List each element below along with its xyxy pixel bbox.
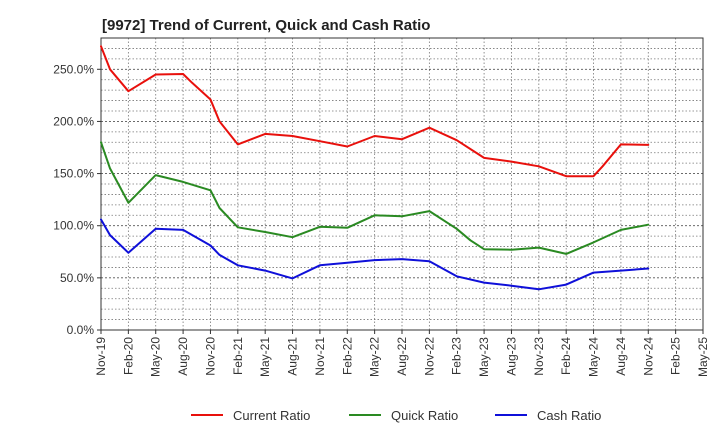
x-tick-label: May-20 [149, 337, 163, 377]
y-tick-label: 0.0% [67, 323, 95, 337]
legend-label-current-ratio: Current Ratio [233, 408, 310, 423]
x-tick-label: Aug-20 [176, 337, 190, 376]
x-tick-label: Feb-25 [669, 337, 683, 375]
series-lines [100, 45, 650, 291]
y-tick-label: 100.0% [53, 219, 94, 233]
x-tick-label: Aug-23 [504, 337, 518, 376]
legend: Current Ratio Quick Ratio Cash Ratio [191, 408, 601, 423]
chart-title: [9972] Trend of Current, Quick and Cash … [102, 17, 430, 34]
x-tick-label: Feb-20 [121, 337, 135, 375]
x-tick-label: Feb-24 [559, 337, 573, 375]
x-tick-label: Nov-21 [313, 337, 327, 376]
x-tick-label: Nov-22 [422, 337, 436, 376]
x-tick-label: Nov-20 [203, 337, 217, 376]
legend-label-quick-ratio: Quick Ratio [391, 408, 458, 423]
legend-label-cash-ratio: Cash Ratio [537, 408, 601, 423]
y-tick-label: 50.0% [60, 271, 94, 285]
x-axis: Nov-19 Feb-20 May-20 Aug-20 Nov-20 Feb-21 May-… [94, 330, 710, 377]
series-line-cash-ratio [100, 218, 650, 291]
y-tick-label: 150.0% [53, 167, 94, 181]
x-tick-label: May-22 [368, 337, 382, 377]
x-tick-label: Aug-22 [395, 337, 409, 376]
series-line-current-ratio [100, 45, 650, 178]
x-tick-label: Nov-23 [532, 337, 546, 376]
y-tick-label: 250.0% [53, 62, 94, 76]
x-tick-label: May-25 [696, 337, 710, 377]
series-line-quick-ratio [100, 141, 650, 255]
x-tick-label: Aug-21 [286, 337, 300, 376]
y-axis: 0.0% 50.0% 100.0% 150.0% 200.0% 250.0% [53, 62, 101, 337]
x-tick-label: Nov-24 [641, 337, 655, 376]
x-tick-label: Aug-24 [614, 337, 628, 376]
x-tick-label: Feb-22 [340, 337, 354, 375]
x-tick-label: Feb-21 [231, 337, 245, 375]
x-tick-label: May-23 [477, 337, 491, 377]
x-tick-label: May-21 [258, 337, 272, 377]
y-tick-label: 200.0% [53, 114, 94, 128]
x-tick-label: Nov-19 [94, 337, 108, 376]
x-tick-label: Feb-23 [450, 337, 464, 375]
x-tick-label: May-24 [587, 337, 601, 377]
